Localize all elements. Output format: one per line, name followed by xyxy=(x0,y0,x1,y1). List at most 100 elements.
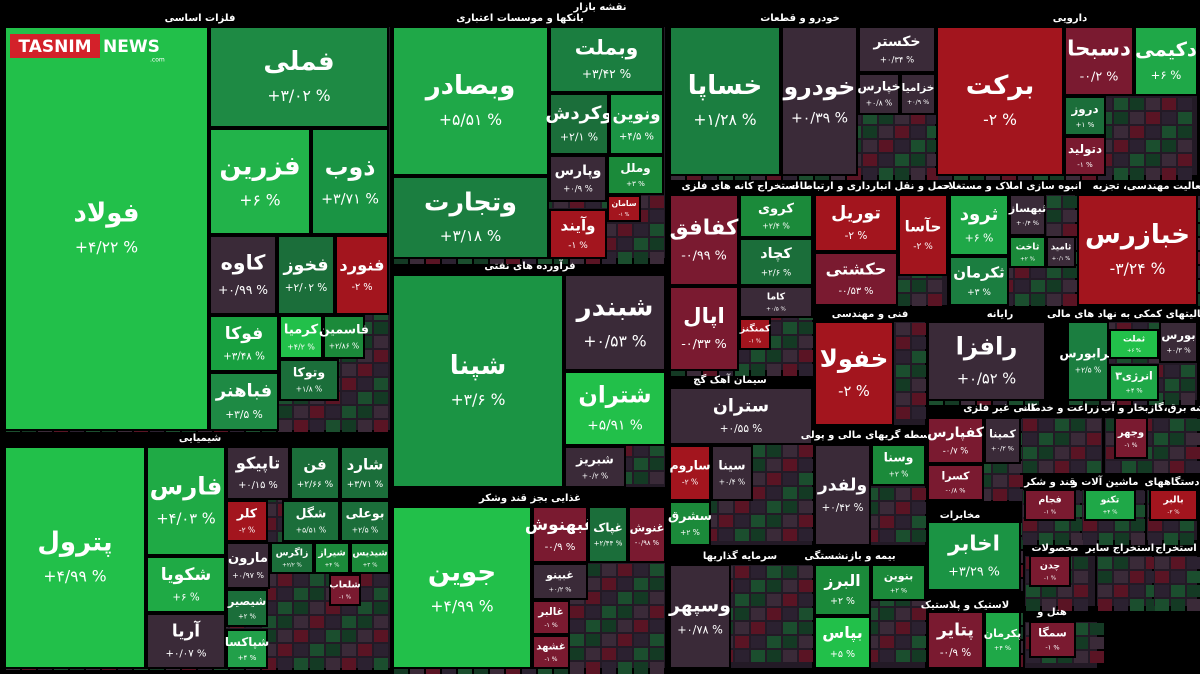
tile xyxy=(549,155,607,202)
filler-cell xyxy=(783,501,797,513)
tile-change: +۰/۹ % xyxy=(563,184,593,194)
filler-cell xyxy=(358,378,372,390)
filler-cell xyxy=(799,594,813,606)
filler-cell xyxy=(1063,280,1077,292)
filler-cell xyxy=(1083,519,1097,531)
filler-cell xyxy=(1055,419,1069,431)
tile-name: سینا xyxy=(718,458,745,473)
filler-cell xyxy=(1047,266,1061,278)
filler-cell xyxy=(294,630,308,642)
filler-cell xyxy=(618,238,632,250)
filler-cell xyxy=(1047,196,1061,208)
tile-change: +۲/۱ % xyxy=(560,131,598,144)
filler-cell xyxy=(1042,599,1056,611)
filler-cell xyxy=(799,445,813,457)
filler-cell xyxy=(799,515,813,527)
sector: سیمان آهک گچ ستران +۰/۵۵ % ساروم -۲ % سینا +۰/… xyxy=(668,373,813,546)
tile-name: فنورد xyxy=(339,256,384,275)
tile xyxy=(858,73,900,115)
filler-cell xyxy=(1071,519,1085,531)
tile xyxy=(739,238,813,286)
sector-label: غذایی بجز قند وشکر xyxy=(478,493,581,504)
filler-cell xyxy=(1063,196,1077,208)
tile-name: زاگرس xyxy=(276,546,309,558)
filler-cell xyxy=(1058,599,1072,611)
filler-cell xyxy=(326,420,340,432)
sector: سرمایه گذاریها وسپهر +۰/۷۸ % xyxy=(668,549,813,669)
tile xyxy=(927,611,984,669)
tile-change: +۴/۹۹ % xyxy=(43,568,106,586)
tile-change: +۶ % xyxy=(965,232,994,245)
tile-change: +۴/۲ % xyxy=(287,342,315,351)
filler-cell xyxy=(358,574,372,586)
filler-cell xyxy=(650,620,664,632)
tile-change: +۰/۳۴ % xyxy=(880,55,914,65)
filler-cell xyxy=(586,564,600,576)
tile xyxy=(927,464,984,501)
filler-cell xyxy=(799,636,813,648)
tile xyxy=(669,445,711,501)
sector: فعالیتهای کمکی به نهاد های مالی فرابورس +۲… xyxy=(1047,309,1200,405)
tile-name: دتولید xyxy=(1068,142,1102,157)
filler-cell xyxy=(1164,533,1178,545)
filler-cell xyxy=(1098,599,1112,611)
map-title: نقشه بازار xyxy=(572,2,626,13)
filler-cell xyxy=(783,350,797,362)
tile xyxy=(814,616,871,669)
tile-change: +۰/۵۲ % xyxy=(957,370,1016,387)
filler-cell xyxy=(912,337,926,349)
filler-cell xyxy=(650,578,664,590)
tile-change: +۴ % xyxy=(994,644,1011,652)
filler-cell xyxy=(1026,585,1040,597)
filler-cell xyxy=(634,444,648,456)
filler-cell xyxy=(586,634,600,646)
tile-name: بورس xyxy=(1161,328,1195,343)
logo-domain: .com xyxy=(150,57,165,64)
filler-cell xyxy=(1055,461,1069,473)
filler-cell xyxy=(783,622,797,634)
tile xyxy=(1109,329,1159,359)
filler-cell xyxy=(880,608,894,620)
tile xyxy=(209,128,311,235)
filler-cell xyxy=(342,644,356,656)
tile xyxy=(927,321,1046,401)
tile-change: -۳/۲۴ % xyxy=(1110,260,1166,278)
sector-label: عرضه برق،گازبخار و آب xyxy=(1101,401,1200,414)
filler-cell xyxy=(767,350,781,362)
tile-change: +۰/۸ % xyxy=(866,98,892,107)
tile-name: حآسا xyxy=(905,217,942,235)
tile-change: +۳/۱۸ % xyxy=(440,227,502,245)
sector-label: محصولات xyxy=(1031,543,1078,554)
filler-cell xyxy=(326,406,340,418)
tile xyxy=(226,589,268,627)
filler-cell xyxy=(374,658,388,670)
tile-change: +۲ % xyxy=(890,587,907,595)
tile xyxy=(628,506,666,563)
tile-name: وجهر xyxy=(1117,428,1144,439)
filler-cell xyxy=(1047,210,1061,222)
tile-change: +۲/۴۴ % xyxy=(594,538,623,547)
filler-cell xyxy=(1155,599,1169,611)
sector: هتل و سمگا -۱ % xyxy=(1025,607,1104,668)
tile-name: کاما xyxy=(767,291,786,302)
tile-name: فباهنر xyxy=(215,381,272,402)
sector-label: بانکها و موسسات اعتباری xyxy=(456,13,583,24)
filler-cell xyxy=(1071,461,1085,473)
tile-change: -۱ % xyxy=(545,656,558,663)
tile-name: دسبحا xyxy=(1067,36,1131,61)
tile-change: -۲ % xyxy=(913,242,933,252)
tile-name: ثملت xyxy=(1123,335,1145,345)
tile-name: پکرمان xyxy=(984,627,1021,640)
tile-name: انرژی۳ xyxy=(1115,369,1153,382)
filler-cell xyxy=(880,502,894,514)
tile-name: پترول xyxy=(37,528,112,558)
filler-cell xyxy=(1087,433,1101,445)
filler-cell xyxy=(1146,140,1160,152)
tile xyxy=(814,194,898,252)
sector: استخراج xyxy=(1154,543,1200,611)
sector-label: استخراج کانه های فلزی xyxy=(681,181,798,192)
filler-cell xyxy=(310,406,324,418)
filler-cell xyxy=(342,616,356,628)
tile-change: +۰/۹ % xyxy=(907,98,929,106)
filler-cell xyxy=(896,488,910,500)
